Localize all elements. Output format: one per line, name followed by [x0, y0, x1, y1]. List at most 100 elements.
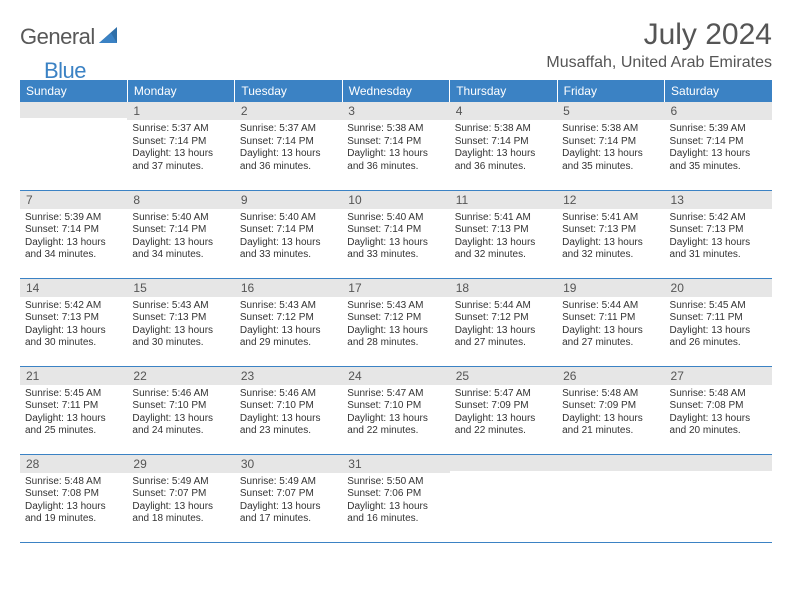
brand-text-1: General — [20, 24, 95, 50]
calendar-day-cell: 1Sunrise: 5:37 AMSunset: 7:14 PMDaylight… — [127, 102, 234, 190]
day-number: 16 — [235, 279, 342, 297]
sunrise-text: Sunrise: 5:42 AM — [25, 300, 122, 313]
sunrise-text: Sunrise: 5:43 AM — [240, 300, 337, 313]
sunrise-text: Sunrise: 5:48 AM — [670, 388, 767, 401]
day-number: 6 — [665, 102, 772, 120]
day-details: Sunrise: 5:43 AMSunset: 7:12 PMDaylight:… — [342, 297, 449, 354]
calendar-header-row: SundayMondayTuesdayWednesdayThursdayFrid… — [20, 80, 772, 102]
sunset-text: Sunset: 7:13 PM — [562, 224, 659, 237]
calendar-day-cell: 6Sunrise: 5:39 AMSunset: 7:14 PMDaylight… — [665, 102, 772, 190]
calendar-day-cell: 14Sunrise: 5:42 AMSunset: 7:13 PMDayligh… — [20, 278, 127, 366]
calendar-day-cell: 26Sunrise: 5:48 AMSunset: 7:09 PMDayligh… — [557, 366, 664, 454]
sunrise-text: Sunrise: 5:46 AM — [132, 388, 229, 401]
calendar-day-cell: 9Sunrise: 5:40 AMSunset: 7:14 PMDaylight… — [235, 190, 342, 278]
calendar-day-cell: 30Sunrise: 5:49 AMSunset: 7:07 PMDayligh… — [235, 454, 342, 542]
sunset-text: Sunset: 7:09 PM — [562, 400, 659, 413]
calendar-day-cell: 4Sunrise: 5:38 AMSunset: 7:14 PMDaylight… — [450, 102, 557, 190]
calendar-week-row: 21Sunrise: 5:45 AMSunset: 7:11 PMDayligh… — [20, 366, 772, 454]
calendar-week-row: 1Sunrise: 5:37 AMSunset: 7:14 PMDaylight… — [20, 102, 772, 190]
brand-logo: General — [20, 18, 121, 50]
sunset-text: Sunset: 7:08 PM — [25, 488, 122, 501]
calendar-day-cell: 13Sunrise: 5:42 AMSunset: 7:13 PMDayligh… — [665, 190, 772, 278]
calendar-day-cell: 16Sunrise: 5:43 AMSunset: 7:12 PMDayligh… — [235, 278, 342, 366]
day-number: 12 — [557, 191, 664, 209]
day-number: 17 — [342, 279, 449, 297]
day-number: 21 — [20, 367, 127, 385]
sunrise-text: Sunrise: 5:43 AM — [347, 300, 444, 313]
calendar-day-cell: 31Sunrise: 5:50 AMSunset: 7:06 PMDayligh… — [342, 454, 449, 542]
day-number: 13 — [665, 191, 772, 209]
calendar-day-cell: 27Sunrise: 5:48 AMSunset: 7:08 PMDayligh… — [665, 366, 772, 454]
sunset-text: Sunset: 7:14 PM — [670, 136, 767, 149]
daylight-text: Daylight: 13 hours and 33 minutes. — [347, 237, 444, 262]
calendar-day-cell — [665, 454, 772, 542]
day-number — [450, 455, 557, 471]
sunset-text: Sunset: 7:14 PM — [240, 136, 337, 149]
sunrise-text: Sunrise: 5:50 AM — [347, 476, 444, 489]
brand-text-2: Blue — [44, 58, 86, 84]
day-number: 15 — [127, 279, 234, 297]
calendar-day-cell — [450, 454, 557, 542]
sunset-text: Sunset: 7:14 PM — [347, 224, 444, 237]
daylight-text: Daylight: 13 hours and 37 minutes. — [132, 148, 229, 173]
sunset-text: Sunset: 7:13 PM — [132, 312, 229, 325]
daylight-text: Daylight: 13 hours and 24 minutes. — [132, 413, 229, 438]
calendar-day-cell: 25Sunrise: 5:47 AMSunset: 7:09 PMDayligh… — [450, 366, 557, 454]
day-details: Sunrise: 5:50 AMSunset: 7:06 PMDaylight:… — [342, 473, 449, 530]
day-number: 31 — [342, 455, 449, 473]
calendar-day-cell: 12Sunrise: 5:41 AMSunset: 7:13 PMDayligh… — [557, 190, 664, 278]
daylight-text: Daylight: 13 hours and 28 minutes. — [347, 325, 444, 350]
day-details: Sunrise: 5:41 AMSunset: 7:13 PMDaylight:… — [450, 209, 557, 266]
month-title: July 2024 — [546, 18, 772, 52]
day-details: Sunrise: 5:40 AMSunset: 7:14 PMDaylight:… — [127, 209, 234, 266]
sunrise-text: Sunrise: 5:38 AM — [347, 123, 444, 136]
weekday-header: Wednesday — [342, 80, 449, 102]
sunset-text: Sunset: 7:14 PM — [132, 136, 229, 149]
daylight-text: Daylight: 13 hours and 34 minutes. — [132, 237, 229, 262]
sunset-text: Sunset: 7:13 PM — [25, 312, 122, 325]
day-details: Sunrise: 5:37 AMSunset: 7:14 PMDaylight:… — [127, 120, 234, 177]
calendar-day-cell: 8Sunrise: 5:40 AMSunset: 7:14 PMDaylight… — [127, 190, 234, 278]
sunrise-text: Sunrise: 5:37 AM — [240, 123, 337, 136]
daylight-text: Daylight: 13 hours and 32 minutes. — [455, 237, 552, 262]
sunset-text: Sunset: 7:06 PM — [347, 488, 444, 501]
daylight-text: Daylight: 13 hours and 18 minutes. — [132, 501, 229, 526]
day-number: 10 — [342, 191, 449, 209]
daylight-text: Daylight: 13 hours and 22 minutes. — [347, 413, 444, 438]
day-number — [557, 455, 664, 471]
sunrise-text: Sunrise: 5:39 AM — [670, 123, 767, 136]
calendar-day-cell: 19Sunrise: 5:44 AMSunset: 7:11 PMDayligh… — [557, 278, 664, 366]
calendar-day-cell: 17Sunrise: 5:43 AMSunset: 7:12 PMDayligh… — [342, 278, 449, 366]
weekday-header: Saturday — [665, 80, 772, 102]
sunset-text: Sunset: 7:11 PM — [562, 312, 659, 325]
day-details: Sunrise: 5:48 AMSunset: 7:08 PMDaylight:… — [665, 385, 772, 442]
brand-sail-icon — [97, 25, 119, 50]
calendar-day-cell: 10Sunrise: 5:40 AMSunset: 7:14 PMDayligh… — [342, 190, 449, 278]
daylight-text: Daylight: 13 hours and 35 minutes. — [562, 148, 659, 173]
day-number — [665, 455, 772, 471]
day-details: Sunrise: 5:47 AMSunset: 7:10 PMDaylight:… — [342, 385, 449, 442]
calendar-day-cell: 2Sunrise: 5:37 AMSunset: 7:14 PMDaylight… — [235, 102, 342, 190]
day-details: Sunrise: 5:49 AMSunset: 7:07 PMDaylight:… — [127, 473, 234, 530]
sunrise-text: Sunrise: 5:41 AM — [455, 212, 552, 225]
daylight-text: Daylight: 13 hours and 22 minutes. — [455, 413, 552, 438]
calendar-day-cell — [557, 454, 664, 542]
day-number: 18 — [450, 279, 557, 297]
sunrise-text: Sunrise: 5:48 AM — [25, 476, 122, 489]
day-details: Sunrise: 5:38 AMSunset: 7:14 PMDaylight:… — [557, 120, 664, 177]
calendar-week-row: 7Sunrise: 5:39 AMSunset: 7:14 PMDaylight… — [20, 190, 772, 278]
day-details: Sunrise: 5:44 AMSunset: 7:11 PMDaylight:… — [557, 297, 664, 354]
sunset-text: Sunset: 7:14 PM — [562, 136, 659, 149]
header: General July 2024 Musaffah, United Arab … — [20, 18, 772, 72]
sunrise-text: Sunrise: 5:48 AM — [562, 388, 659, 401]
calendar-week-row: 28Sunrise: 5:48 AMSunset: 7:08 PMDayligh… — [20, 454, 772, 542]
sunset-text: Sunset: 7:12 PM — [240, 312, 337, 325]
title-block: July 2024 Musaffah, United Arab Emirates — [546, 18, 772, 72]
calendar-day-cell: 24Sunrise: 5:47 AMSunset: 7:10 PMDayligh… — [342, 366, 449, 454]
calendar-day-cell: 15Sunrise: 5:43 AMSunset: 7:13 PMDayligh… — [127, 278, 234, 366]
sunrise-text: Sunrise: 5:47 AM — [455, 388, 552, 401]
calendar-day-cell: 18Sunrise: 5:44 AMSunset: 7:12 PMDayligh… — [450, 278, 557, 366]
day-details: Sunrise: 5:45 AMSunset: 7:11 PMDaylight:… — [665, 297, 772, 354]
daylight-text: Daylight: 13 hours and 36 minutes. — [455, 148, 552, 173]
location-text: Musaffah, United Arab Emirates — [546, 54, 772, 72]
